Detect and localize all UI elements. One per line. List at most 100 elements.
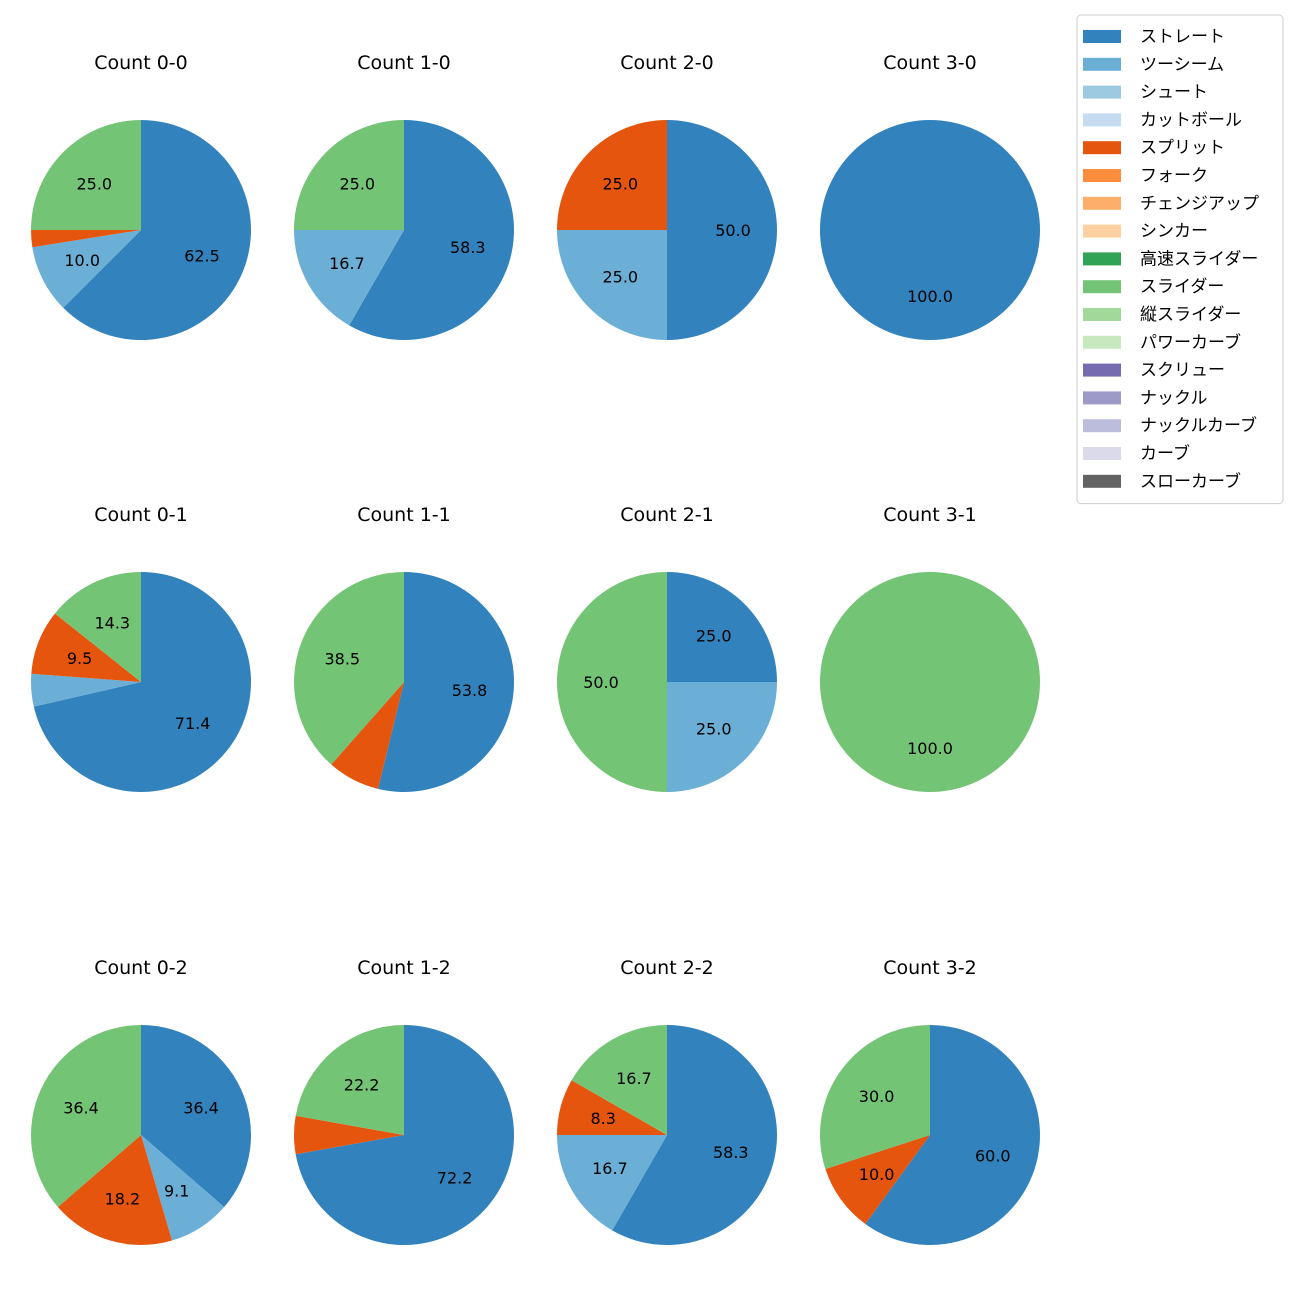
legend-label: スライダー <box>1140 277 1224 297</box>
pie-slice <box>33 572 251 792</box>
pie-title: Count 1-2 <box>357 957 451 979</box>
pie-slice <box>557 230 667 340</box>
pie-panel: Count 2-2 58.3 16.7 8.3 16.7 <box>557 957 777 1246</box>
pie-slice <box>295 1025 515 1245</box>
pie-title: Count 0-0 <box>94 52 188 74</box>
pie-slice <box>557 1135 667 1231</box>
pie-slice <box>349 120 514 340</box>
pie-slice <box>63 119 252 340</box>
pie-title: Count 2-1 <box>620 504 714 526</box>
legend-swatch <box>1083 474 1121 488</box>
legend: ストレートツーシームシュートカットボールスプリットフォークチェンジアップシンカー… <box>1076 14 1284 505</box>
pie-slice <box>294 230 404 326</box>
pie-title: Count 2-2 <box>620 957 714 979</box>
legend-label: 高速スライダー <box>1140 249 1258 269</box>
legend-label: スクリュー <box>1140 361 1225 381</box>
legend-item: シュート <box>1083 83 1208 103</box>
legend-frame <box>1076 14 1284 505</box>
slice-label: 100.0 <box>907 739 953 758</box>
pie-panel: Count 0-0 62.5 10.0 25.0 <box>30 52 252 340</box>
legend-swatch <box>1083 252 1121 266</box>
slice-label: 58.3 <box>450 238 486 257</box>
pie-slice <box>294 1115 404 1155</box>
slice-label: 9.5 <box>67 649 92 668</box>
pie-slice <box>865 1025 1040 1246</box>
legend-item: カーブ <box>1083 443 1190 464</box>
slice-label: 58.3 <box>713 1143 749 1162</box>
legend-swatch <box>1083 57 1121 71</box>
pie-slice <box>294 120 404 230</box>
slice-label: 25.0 <box>602 268 638 287</box>
pie-title: Count 2-0 <box>620 52 714 74</box>
pie-panel: Count 3-1 100.0 <box>820 504 1040 792</box>
pie-panel: Count 3-2 60.0 10.0 30.0 <box>819 957 1040 1246</box>
pie-panel: Count 0-2 36.4 9.1 18.2 36.4 <box>31 957 251 1245</box>
legend-item: スライダー <box>1083 277 1224 297</box>
legend-swatch <box>1083 30 1121 43</box>
legend-label: 縦スライダー <box>1140 305 1241 325</box>
slice-label: 36.4 <box>183 1099 219 1118</box>
pie-panel: Count 0-1 71.4 9.514.3 <box>30 504 251 792</box>
legend-swatch <box>1083 335 1121 349</box>
slice-label: 53.8 <box>452 681 488 700</box>
slice-label: 30.0 <box>859 1087 895 1106</box>
pie-title: Count 3-2 <box>883 957 977 979</box>
legend-label: スプリット <box>1140 138 1225 158</box>
slice-label: 60.0 <box>975 1146 1011 1165</box>
legend-label: フォーク <box>1140 166 1208 186</box>
pie-slice <box>295 1025 404 1135</box>
legend-swatch <box>1083 196 1121 210</box>
pie-slice <box>54 572 141 682</box>
pie-slice <box>557 1080 667 1135</box>
slice-label: 9.1 <box>164 1182 189 1201</box>
slice-label: 25.0 <box>602 174 638 193</box>
legend-item: 高速スライダー <box>1083 249 1258 269</box>
pie-slice <box>557 572 667 792</box>
legend-swatch <box>1083 113 1121 127</box>
pie-slice <box>30 673 141 707</box>
slice-label: 36.4 <box>63 1099 99 1118</box>
slice-label: 50.0 <box>583 673 619 692</box>
pie-slice <box>331 682 404 789</box>
legend-label: ナックルカーブ <box>1140 415 1257 436</box>
legend-label: スローカーブ <box>1140 471 1241 492</box>
legend-label: チェンジアップ <box>1140 194 1259 214</box>
legend-label: パワーカーブ <box>1140 332 1241 353</box>
legend-item: スローカーブ <box>1083 471 1241 492</box>
legend-item: パワーカーブ <box>1083 332 1241 353</box>
pie-slice <box>32 230 141 308</box>
slice-label: 25.0 <box>76 174 112 193</box>
slice-label: 100.0 <box>907 287 953 306</box>
pie-slice <box>57 1135 172 1245</box>
pie-title: Count 1-1 <box>357 504 451 526</box>
legend-swatch <box>1083 419 1121 433</box>
slice-label: 72.2 <box>437 1168 473 1187</box>
slice-label: 50.0 <box>715 221 751 240</box>
pie-slice <box>820 572 1040 792</box>
slice-label: 18.2 <box>105 1189 141 1208</box>
slice-label: 14.3 <box>94 614 130 633</box>
pie-slice <box>31 613 142 682</box>
slice-label: 10.0 <box>64 251 100 270</box>
slice-label: 16.7 <box>329 254 365 273</box>
pie-slice <box>557 120 667 230</box>
pie-title: Count 0-1 <box>94 504 188 526</box>
pie-panel: Count 1-0 58.3 16.7 25.0 <box>294 52 514 340</box>
slice-label: 38.5 <box>324 650 360 669</box>
legend-item: シンカー <box>1083 222 1208 242</box>
pie-slice <box>819 1025 930 1169</box>
legend-swatch <box>1083 141 1121 155</box>
legend-swatch <box>1083 447 1121 460</box>
pie-slice <box>141 1135 225 1241</box>
pie-slice <box>294 572 404 765</box>
slice-label: 10.0 <box>859 1165 895 1184</box>
slice-label: 8.3 <box>590 1109 615 1128</box>
pie-slice <box>820 120 1040 340</box>
pie-slice <box>31 120 141 230</box>
pie-title: Count 3-0 <box>883 52 977 74</box>
pie-title: Count 1-0 <box>357 52 451 74</box>
slice-label: 16.7 <box>616 1069 652 1088</box>
slice-label: 25.0 <box>696 626 732 645</box>
legend-item: ナックル <box>1083 388 1208 408</box>
